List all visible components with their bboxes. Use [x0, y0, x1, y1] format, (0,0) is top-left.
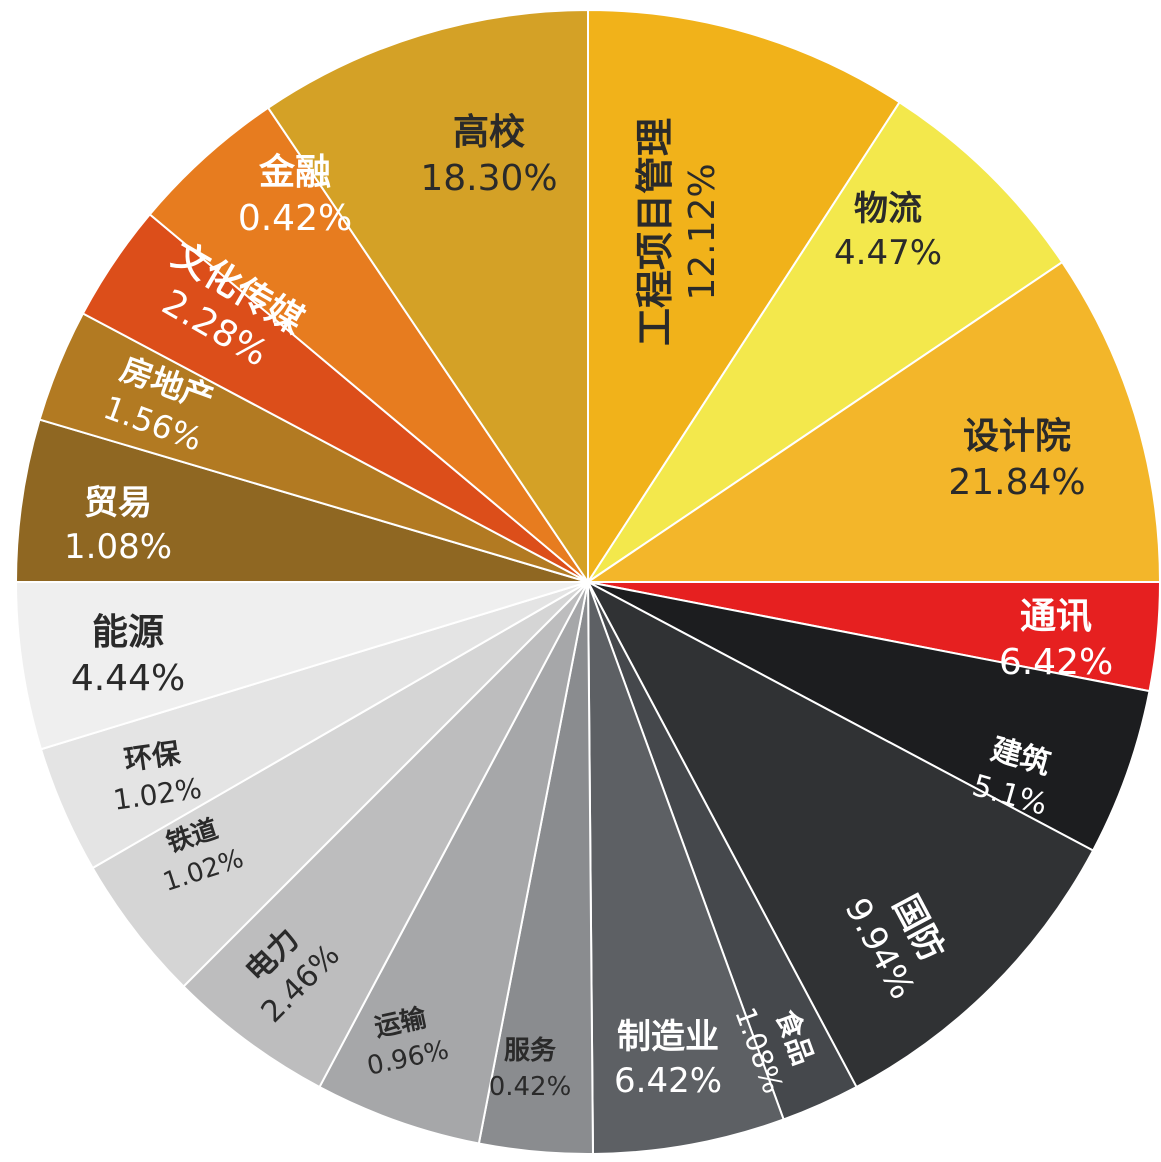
- slice-value-label: 4.44%: [71, 658, 185, 699]
- slice-label-11: 能源 4.44%: [71, 612, 185, 699]
- slice-value-label: 0.42%: [238, 198, 352, 239]
- pie-slice-18: [587, 100, 1064, 583]
- slice-label-15: 金融 0.42%: [238, 151, 352, 239]
- slice-name-label: 环保: [122, 736, 183, 777]
- slice-label-18: 物流4.47%: [834, 189, 942, 273]
- slice-value-label: 1.08%: [64, 527, 172, 567]
- slice-label-16: 高校 18.30%: [420, 112, 557, 199]
- slice-value-label: 12.12%: [682, 163, 723, 300]
- slice-value-label: 0.42%: [489, 1072, 572, 1102]
- slice-label-6: 服务 0.42%: [489, 1036, 572, 1102]
- slice-name-label: 贸易: [84, 483, 152, 523]
- slice-label-19: 设计院 21.84%: [948, 416, 1085, 503]
- slice-name-label: 物流: [854, 189, 922, 229]
- slice-name-label: 金融: [258, 151, 331, 193]
- pie-slice-8: [182, 581, 589, 1089]
- pie-slice-11: [14, 581, 589, 751]
- slice-value-label: 6.42%: [999, 642, 1113, 683]
- pie-slice-19: [584, 260, 1161, 583]
- slice-name-label: 工程项目管理: [633, 118, 677, 346]
- slice-value-label: 6.42%: [614, 1061, 722, 1101]
- slice-name-label: 制造业: [617, 1017, 719, 1057]
- pie-slice-7: [318, 581, 589, 1145]
- pie-slice-15: [148, 106, 589, 583]
- slice-name-label: 设计院: [963, 416, 1071, 457]
- slice-label-12: 贸易1.08%: [64, 483, 172, 567]
- slice-value-label: 21.84%: [948, 462, 1085, 503]
- slice-label-17: 工程项目管理 12.12%: [633, 118, 723, 346]
- slice-name-label: 高校: [453, 112, 525, 153]
- pie-slice-17: [587, 8, 901, 586]
- pie-slice-5: [587, 581, 785, 1155]
- slice-name-label: 服务: [504, 1036, 556, 1066]
- pie-slice-16: [266, 8, 589, 586]
- slices-layer: [14, 8, 1161, 1155]
- slice-value-label: 4.47%: [834, 233, 942, 273]
- pie-slice-2: [587, 581, 1151, 852]
- pie-slice-3: [585, 579, 1095, 1089]
- slice-name-label: 通讯: [1020, 596, 1092, 637]
- pie-slice-12: [14, 418, 589, 583]
- slice-name-label: 能源: [92, 612, 164, 653]
- slice-value-label: 18.30%: [420, 158, 557, 199]
- slice-label-1: 通讯 6.42%: [999, 596, 1113, 683]
